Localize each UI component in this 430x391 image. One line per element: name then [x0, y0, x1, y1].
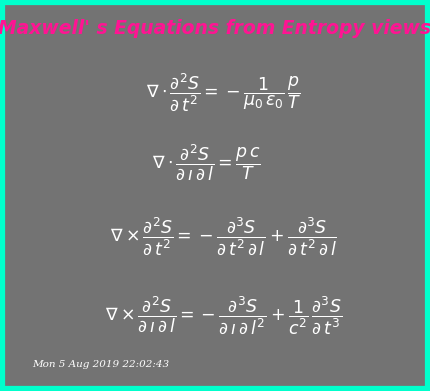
Text: $\nabla \times \dfrac{\partial^2 S}{\partial\, \imath\, \partial\, l} = -\dfrac{: $\nabla \times \dfrac{\partial^2 S}{\par… — [105, 294, 342, 335]
Text: $\nabla \cdot \dfrac{\partial^2 S}{\partial\, \imath\, \partial\, l} = \dfrac{p\: $\nabla \cdot \dfrac{\partial^2 S}{\part… — [152, 142, 261, 182]
Text: $\nabla \times \dfrac{\partial^2 S}{\partial\, t^2} = -\dfrac{\partial^3 S}{\par: $\nabla \times \dfrac{\partial^2 S}{\par… — [110, 216, 337, 257]
Text: Maxwell' s Equations from Entropy views: Maxwell' s Equations from Entropy views — [0, 19, 430, 38]
Text: Mon 5 Aug 2019 22:02:43: Mon 5 Aug 2019 22:02:43 — [32, 361, 169, 369]
Text: $\nabla \cdot \dfrac{\partial^2 S}{\partial\, t^2} = -\dfrac{1}{\mu_0\, \varepsi: $\nabla \cdot \dfrac{\partial^2 S}{\part… — [146, 71, 301, 113]
